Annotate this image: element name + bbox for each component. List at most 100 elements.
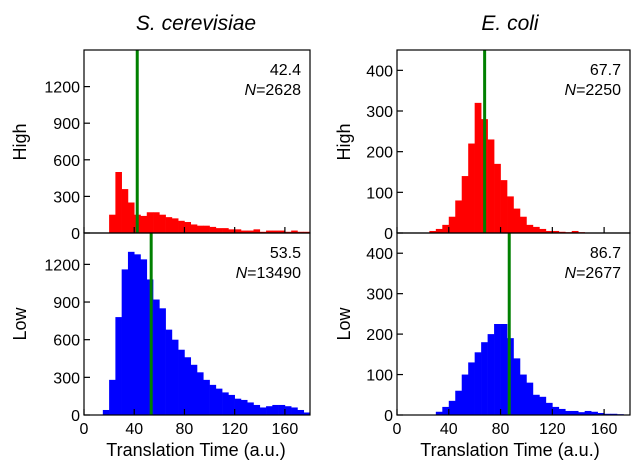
bar-sc-high-28 (284, 231, 292, 233)
bar-ec-high-1 (435, 228, 443, 233)
ytick-label-sc-low-3: 900 (53, 295, 80, 312)
annotation-n-symbol: N (565, 82, 577, 99)
bar-sc-low-9 (159, 308, 166, 415)
xtick-label-ec-low-1: 40 (440, 421, 458, 438)
annotation-count-ec-low: N=2677 (565, 265, 622, 282)
ytick-label-sc-low-1: 300 (53, 370, 80, 387)
ytick-label-ec-high-2: 200 (366, 145, 393, 162)
bar-ec-low-25 (597, 412, 605, 415)
bar-ec-high-16 (532, 226, 540, 233)
bar-ec-low-24 (591, 411, 598, 415)
bar-ec-low-19 (558, 408, 566, 415)
bar-sc-high-30 (297, 231, 305, 233)
bar-sc-low-13 (184, 357, 192, 415)
bar-sc-high-26 (272, 230, 279, 233)
bar-ec-high-7 (474, 102, 482, 233)
ytick-label-ec-low-1: 100 (366, 368, 393, 385)
bar-sc-high-11 (178, 220, 185, 233)
ytick-label-sc-high-1: 300 (53, 189, 80, 206)
bar-sc-high-16 (209, 226, 217, 233)
xtick-label-ec-low-0: 0 (393, 421, 402, 438)
xtick-label-sc-low-1: 40 (125, 421, 143, 438)
xtick-label-sc-low-2: 80 (176, 421, 194, 438)
bar-ec-low-18 (552, 406, 560, 415)
bar-ec-low-1 (442, 406, 450, 415)
bar-sc-high-3 (127, 202, 135, 233)
bar-sc-low-1 (109, 379, 116, 415)
bar-ec-high-13 (513, 208, 521, 233)
ytick-label-ec-low-3: 300 (366, 287, 393, 304)
bar-ec-high-11 (500, 180, 508, 233)
bar-ec-low-15 (532, 394, 540, 415)
bar-sc-low-2 (115, 317, 122, 415)
bar-sc-high-24 (259, 231, 267, 233)
bar-sc-high-2 (121, 189, 129, 233)
bar-sc-low-0 (102, 409, 110, 415)
bar-sc-high-21 (240, 230, 248, 233)
bar-ec-low-26 (604, 413, 611, 415)
xtick-label-ec-low-4: 160 (591, 421, 618, 438)
bar-ec-low-12 (513, 358, 521, 415)
bar-ec-high-3 (448, 216, 456, 233)
bar-ec-high-20 (558, 231, 566, 233)
bar-ec-low-22 (578, 412, 585, 415)
bar-sc-low-31 (297, 409, 305, 415)
annotation-median-sc-high: 42.4 (270, 62, 301, 79)
x-axis-label-left: Translation Time (a.u.) (106, 440, 285, 460)
bar-sc-high-6 (146, 212, 154, 233)
bar-sc-high-31 (303, 231, 311, 233)
bar-ec-low-0 (435, 411, 443, 415)
bar-ec-high-6 (468, 143, 475, 233)
bar-ec-low-23 (584, 410, 592, 415)
bar-sc-low-24 (253, 404, 261, 415)
bar-sc-high-25 (266, 230, 273, 233)
annotation-count-ec-high: N=2250 (565, 82, 622, 99)
annotation-count-sc-low: N=13490 (236, 265, 302, 282)
bar-sc-high-19 (228, 229, 235, 233)
bar-ec-low-7 (481, 342, 488, 415)
bar-ec-high-0 (429, 230, 437, 233)
bar-ec-low-14 (526, 382, 534, 415)
bar-sc-high-29 (291, 230, 298, 233)
bar-sc-low-4 (127, 251, 135, 415)
row-label-high-left: High (10, 123, 30, 160)
ytick-label-ec-high-1: 100 (366, 185, 393, 202)
bar-ec-high-19 (552, 230, 560, 233)
annotation-n-value: =2677 (576, 265, 621, 282)
row-label-high-right: High (334, 123, 354, 160)
xtick-label-sc-low-3: 120 (221, 421, 248, 438)
annotation-n-value: =2628 (256, 82, 301, 99)
bar-sc-high-0 (109, 214, 116, 233)
bar-sc-low-27 (272, 404, 279, 415)
bar-sc-low-20 (228, 394, 235, 415)
bar-sc-low-5 (134, 254, 141, 415)
bar-sc-low-32 (303, 412, 311, 415)
ytick-label-ec-high-3: 300 (366, 104, 393, 121)
bar-sc-high-20 (234, 229, 242, 233)
row-label-low-left: Low (10, 306, 30, 340)
xtick-label-ec-low-2: 80 (492, 421, 510, 438)
bar-sc-low-19 (222, 392, 229, 415)
annotation-median-sc-low: 53.5 (270, 245, 301, 262)
bar-ec-low-5 (468, 362, 475, 415)
panel-sc-high: 0 300 600 900 1200 42.4 N=2628 (44, 49, 311, 243)
bar-sc-low-3 (121, 269, 129, 415)
panel-sc-low: 0 300 600 900 1200 0 40 80 120 160 53.5 N=13490 (44, 232, 311, 438)
bar-sc-low-25 (259, 407, 267, 415)
bar-ec-low-13 (519, 374, 527, 415)
bar-ec-low-9 (494, 324, 501, 415)
bar-sc-high-22 (247, 230, 254, 233)
bar-ec-high-10 (494, 163, 501, 233)
xtick-label-sc-low-4: 160 (272, 421, 299, 438)
bar-sc-low-29 (284, 406, 292, 415)
bar-sc-high-23 (253, 229, 261, 233)
bar-ec-high-22 (571, 230, 579, 233)
ytick-label-ec-low-0: 0 (384, 408, 393, 425)
bar-sc-high-18 (222, 228, 229, 233)
row-label-low-right: Low (334, 306, 354, 340)
bar-sc-high-13 (190, 224, 198, 233)
ytick-label-sc-low-0: 0 (71, 408, 80, 425)
column-title-s-cerevisiae: S. cerevisiae (136, 12, 256, 35)
ytick-label-sc-high-0: 0 (71, 226, 80, 243)
